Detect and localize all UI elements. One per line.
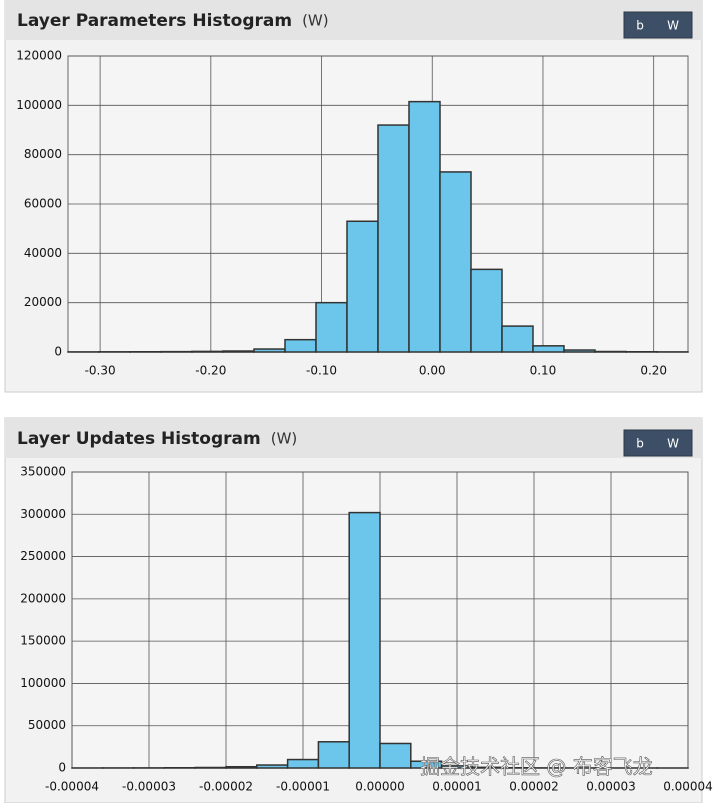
x-tick-label: 0.00003 [586, 780, 636, 794]
panel-subtitle: (W) [271, 430, 298, 448]
histogram-bar [532, 345, 565, 353]
histogram-bar [286, 758, 320, 769]
histogram-bar [284, 338, 317, 353]
histogram-bar [377, 124, 410, 353]
x-tick-label: 0.00000 [355, 780, 405, 794]
y-tick-label: 120000 [16, 49, 62, 63]
histogram-bar [225, 765, 258, 769]
y-tick-label: 100000 [20, 676, 66, 690]
x-tick-label: -0.00002 [199, 780, 253, 794]
histogram-bar [315, 301, 348, 353]
x-tick-label: -0.30 [85, 364, 116, 378]
panel-header [5, 418, 702, 458]
histogram-bar [501, 325, 534, 353]
x-tick-label: 0.00 [419, 364, 446, 378]
x-tick-label: 0.00002 [509, 780, 559, 794]
histogram-bar [470, 268, 503, 353]
x-tick-label: 0.00004 [663, 780, 713, 794]
histogram-bar [222, 350, 255, 353]
histogram-bar [379, 742, 412, 769]
toggle-button[interactable]: W [667, 437, 679, 451]
y-tick-label: 100000 [16, 98, 62, 112]
histogram-bar [348, 511, 381, 769]
y-tick-label: 50000 [28, 718, 66, 732]
y-tick-label: 20000 [24, 295, 62, 309]
button-group [623, 11, 693, 39]
y-tick-label: 350000 [20, 465, 66, 479]
toggle-button[interactable]: b [636, 19, 644, 33]
x-tick-label: -0.10 [306, 364, 337, 378]
y-tick-label: 150000 [20, 634, 66, 648]
button-group [623, 429, 693, 457]
histogram-bar [194, 766, 227, 769]
y-tick-label: 300000 [20, 507, 66, 521]
y-tick-label: 250000 [20, 549, 66, 563]
y-tick-label: 0 [58, 761, 66, 775]
x-tick-label: 0.00001 [432, 780, 482, 794]
y-tick-label: 80000 [24, 147, 62, 161]
x-tick-label: -0.00004 [45, 780, 99, 794]
histogram-bar [317, 741, 350, 769]
histogram-bar [439, 171, 472, 353]
x-tick-label: -0.00001 [276, 780, 330, 794]
y-tick-label: 60000 [24, 197, 62, 211]
histogram-bar [408, 100, 441, 353]
x-tick-label: -0.00003 [122, 780, 176, 794]
y-tick-label: 40000 [24, 246, 62, 260]
toggle-button[interactable]: b [636, 437, 644, 451]
histogram-bar [191, 350, 224, 353]
y-tick-label: 200000 [20, 591, 66, 605]
panel-header [5, 0, 702, 40]
x-tick-label: 0.10 [530, 364, 557, 378]
watermark: 掘金技术社区 @ 布客飞龙 [420, 755, 653, 779]
histogram-bar [410, 760, 443, 769]
x-tick-label: -0.20 [195, 364, 226, 378]
panel-subtitle: (W) [302, 12, 329, 30]
toggle-button[interactable]: W [667, 19, 679, 33]
histogram-bar [346, 220, 379, 353]
histogram-bar [256, 764, 289, 769]
histogram-bar [563, 349, 596, 353]
panel-title: Layer Parameters Histogram [17, 11, 292, 31]
x-tick-label: 0.20 [640, 364, 667, 378]
panel-title: Layer Updates Histogram [17, 429, 261, 449]
histogram-bar [253, 348, 286, 353]
y-tick-label: 0 [54, 345, 62, 359]
